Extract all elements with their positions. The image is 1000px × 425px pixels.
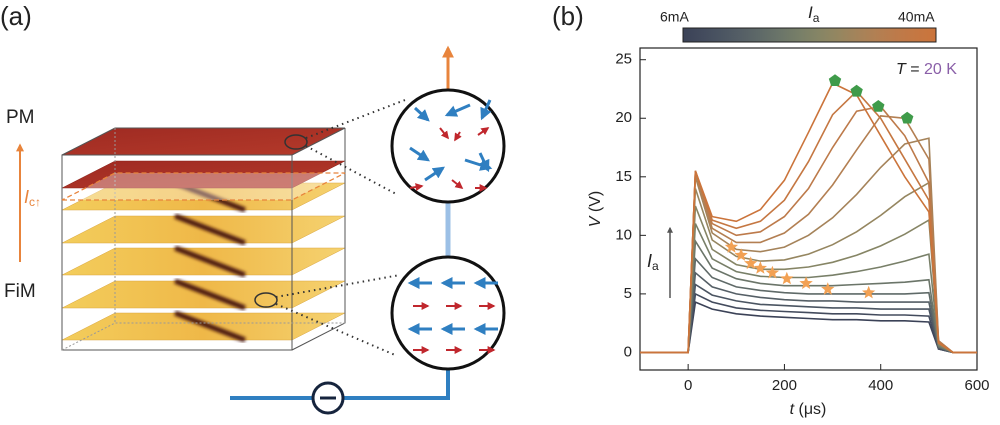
label-sub: a xyxy=(813,11,820,25)
label-main: I xyxy=(24,187,29,207)
label-unit: (μs) xyxy=(794,401,826,418)
star-marker xyxy=(780,271,794,285)
x-tick-label: 600 xyxy=(964,377,989,394)
threshold-label: Ic↑ xyxy=(24,187,41,209)
y-tick-label: 5 xyxy=(624,285,632,302)
label-equals: = xyxy=(906,61,924,78)
y-tick-label: 15 xyxy=(615,168,632,185)
peak-marker xyxy=(901,111,914,124)
label-symbol: t xyxy=(790,401,795,418)
label-value: 20 K xyxy=(924,61,957,78)
peak-marker xyxy=(872,100,885,112)
x-tick-label: 0 xyxy=(684,377,692,394)
y-tick-label: 25 xyxy=(615,51,632,68)
colorbar-max-label: 40mA xyxy=(898,9,935,25)
star-marker xyxy=(799,276,813,289)
temperature-label: T = 20 K xyxy=(896,61,957,78)
panel-label: (b) xyxy=(552,1,584,31)
star-marker xyxy=(724,240,739,253)
domain-wall xyxy=(174,310,246,343)
label-symbol: T xyxy=(896,61,907,78)
y-tick-label: 20 xyxy=(615,109,632,126)
label-sub: a xyxy=(652,259,659,273)
domain-wall xyxy=(174,278,246,311)
label-main: I xyxy=(808,3,813,22)
wire xyxy=(230,368,450,400)
x-tick-label: 200 xyxy=(772,377,797,394)
slice xyxy=(61,127,346,156)
box-frame xyxy=(61,127,346,351)
zoom-lines xyxy=(275,99,406,356)
threshold-plane xyxy=(61,172,346,201)
domain-wall xyxy=(174,213,246,246)
x-tick-label: 400 xyxy=(868,377,893,394)
label-unit: (V) xyxy=(587,191,604,217)
y-tick-label: 0 xyxy=(624,343,632,360)
series-line xyxy=(640,300,977,354)
series-line xyxy=(640,223,977,354)
series-line xyxy=(640,271,977,354)
series-line xyxy=(640,238,977,354)
series-line xyxy=(640,256,977,354)
label-symbol: V xyxy=(587,215,604,227)
series-line xyxy=(640,82,977,354)
ordered-spins xyxy=(407,277,498,354)
star-marker xyxy=(862,285,876,299)
domain-wall xyxy=(174,245,246,278)
colorbar-title: Ia xyxy=(808,3,820,25)
x-axis-label: t (μs) xyxy=(790,401,827,418)
star-marker xyxy=(821,282,835,295)
star-marker xyxy=(753,261,767,274)
star-marker xyxy=(734,248,748,261)
sample-stack xyxy=(61,127,346,343)
label-sub: c↑ xyxy=(29,195,41,209)
y-axis-label: V (V) xyxy=(587,191,604,227)
star-marker xyxy=(744,256,758,270)
colorbar-min-label: 6mA xyxy=(660,9,689,25)
peak-marker xyxy=(828,74,842,86)
peak-marker xyxy=(850,84,863,97)
star-marker xyxy=(765,265,780,279)
disordered-spins xyxy=(409,99,493,192)
phase-label: PM xyxy=(6,107,35,128)
current-arrow-label: Ia xyxy=(647,251,659,273)
colorbar xyxy=(682,27,937,43)
phase-label: FiM xyxy=(4,281,36,302)
region-marker xyxy=(284,134,308,150)
spin-circle xyxy=(390,255,506,371)
region-marker xyxy=(254,292,278,308)
series-line xyxy=(640,292,977,354)
y-tick-label: 10 xyxy=(615,226,632,243)
plot-frame xyxy=(639,47,978,371)
label-main: I xyxy=(647,251,652,271)
panel-label: (a) xyxy=(0,1,32,31)
